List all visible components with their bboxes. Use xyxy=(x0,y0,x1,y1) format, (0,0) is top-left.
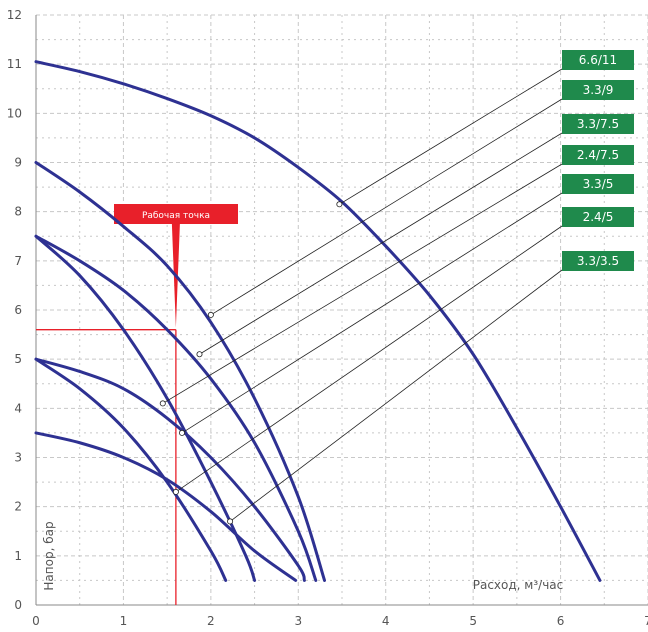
series-label-box-3.3/5 xyxy=(562,174,634,194)
series-label-layer: 6.6/11 3.3/9 3.3/7.5 2.4/7.5 3.3/5 2.4/5 3.3/3… xyxy=(562,50,634,271)
callout-dot-3.3/3.5 xyxy=(227,518,234,525)
series-label-3.3/9: 3.3/9 xyxy=(583,83,614,97)
leader-line-6.6/11 xyxy=(339,68,563,205)
operating-point-label-box xyxy=(114,204,238,224)
series-label-box-3.3/3.5 xyxy=(562,251,634,271)
y-tick-label: 7 xyxy=(14,254,22,268)
x-tick-label: 2 xyxy=(207,614,215,628)
callout-dot-2.4/7.5 xyxy=(159,400,166,407)
x-tick-label: 4 xyxy=(382,614,390,628)
curve-6.6/11 xyxy=(34,60,602,582)
curve-3.3/5 xyxy=(34,357,306,582)
y-tick-label: 8 xyxy=(14,205,22,219)
x-tick-label: 5 xyxy=(469,614,477,628)
series-label-box-6.6/11 xyxy=(562,50,634,70)
curve-3.3/3.5 xyxy=(34,431,298,582)
x-tick-label: 6 xyxy=(557,614,565,628)
y-tick-label: 3 xyxy=(14,451,22,465)
y-tick-label: 2 xyxy=(14,500,22,514)
callout-dot-3.3/7.5 xyxy=(196,351,203,358)
curve-layer xyxy=(34,60,602,582)
series-label-box-3.3/7.5 xyxy=(562,114,634,134)
series-label-3.3/7.5: 3.3/7.5 xyxy=(577,117,619,131)
y-tick-label: 0 xyxy=(14,598,22,612)
y-tick-label: 4 xyxy=(14,401,22,415)
grid-layer xyxy=(36,14,648,605)
axis-layer: 012345670123456789101112 xyxy=(7,8,648,628)
series-label-6.6/11: 6.6/11 xyxy=(579,53,617,67)
leader-line-3.3/3.5 xyxy=(229,269,563,522)
callout-dot-3.3/9 xyxy=(207,311,214,318)
operating-point-label: Рабочая точка xyxy=(142,211,210,221)
series-label-3.3/3.5: 3.3/3.5 xyxy=(577,254,619,268)
callout-dot-6.6/11 xyxy=(336,201,343,208)
y-axis-title: Напор, бар xyxy=(42,521,56,590)
series-label-2.4/5: 2.4/5 xyxy=(583,210,614,224)
y-tick-label: 12 xyxy=(7,8,22,22)
x-tick-label: 0 xyxy=(32,614,40,628)
callout-dot-3.3/5 xyxy=(179,429,186,436)
x-tick-label: 7 xyxy=(644,614,648,628)
y-tick-label: 1 xyxy=(14,549,22,563)
y-tick-label: 6 xyxy=(14,303,22,317)
curve-2.4/5 xyxy=(34,357,228,582)
callout-dot-2.4/5 xyxy=(172,488,179,495)
series-label-box-2.4/7.5 xyxy=(562,145,634,165)
leader-line-3.3/7.5 xyxy=(199,132,563,355)
series-label-3.3/5: 3.3/5 xyxy=(583,177,614,191)
x-tick-label: 3 xyxy=(294,614,302,628)
leader-line-3.3/9 xyxy=(210,98,563,316)
y-tick-label: 5 xyxy=(14,352,22,366)
series-label-box-2.4/5 xyxy=(562,207,634,227)
series-label-box-3.3/9 xyxy=(562,80,634,100)
leader-line-2.4/5 xyxy=(175,225,563,493)
leader-layer xyxy=(159,68,563,525)
x-axis-title: Расход, м³/час xyxy=(473,578,564,592)
x-tick-label: 1 xyxy=(120,614,128,628)
curve-3.3/9 xyxy=(34,161,327,582)
y-tick-label: 10 xyxy=(7,106,22,120)
curve-2.4/7.5 xyxy=(34,234,257,582)
leader-line-2.4/7.5 xyxy=(162,163,563,404)
leader-line-3.3/5 xyxy=(181,192,563,434)
curve-3.3/7.5 xyxy=(34,234,318,582)
y-tick-label: 9 xyxy=(14,156,22,170)
series-label-2.4/7.5: 2.4/7.5 xyxy=(577,148,619,162)
y-tick-label: 11 xyxy=(7,57,22,71)
